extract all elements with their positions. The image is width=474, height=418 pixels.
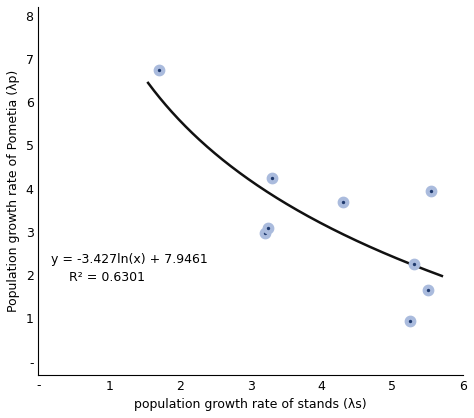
Point — [155, 66, 163, 73]
Point — [410, 261, 417, 268]
Text: y = -3.427ln(x) + 7.9461: y = -3.427ln(x) + 7.9461 — [51, 253, 208, 267]
X-axis label: population growth rate of stands (λs): population growth rate of stands (λs) — [135, 398, 367, 411]
Point — [424, 287, 431, 293]
Point — [268, 174, 276, 181]
Point — [428, 187, 435, 194]
Point — [406, 317, 414, 324]
Point — [264, 224, 272, 231]
Point — [261, 230, 269, 237]
Y-axis label: Population growth rate of Pometia (λp): Population growth rate of Pometia (λp) — [7, 70, 20, 312]
Text: R² = 0.6301: R² = 0.6301 — [69, 271, 145, 284]
Point — [339, 198, 346, 205]
